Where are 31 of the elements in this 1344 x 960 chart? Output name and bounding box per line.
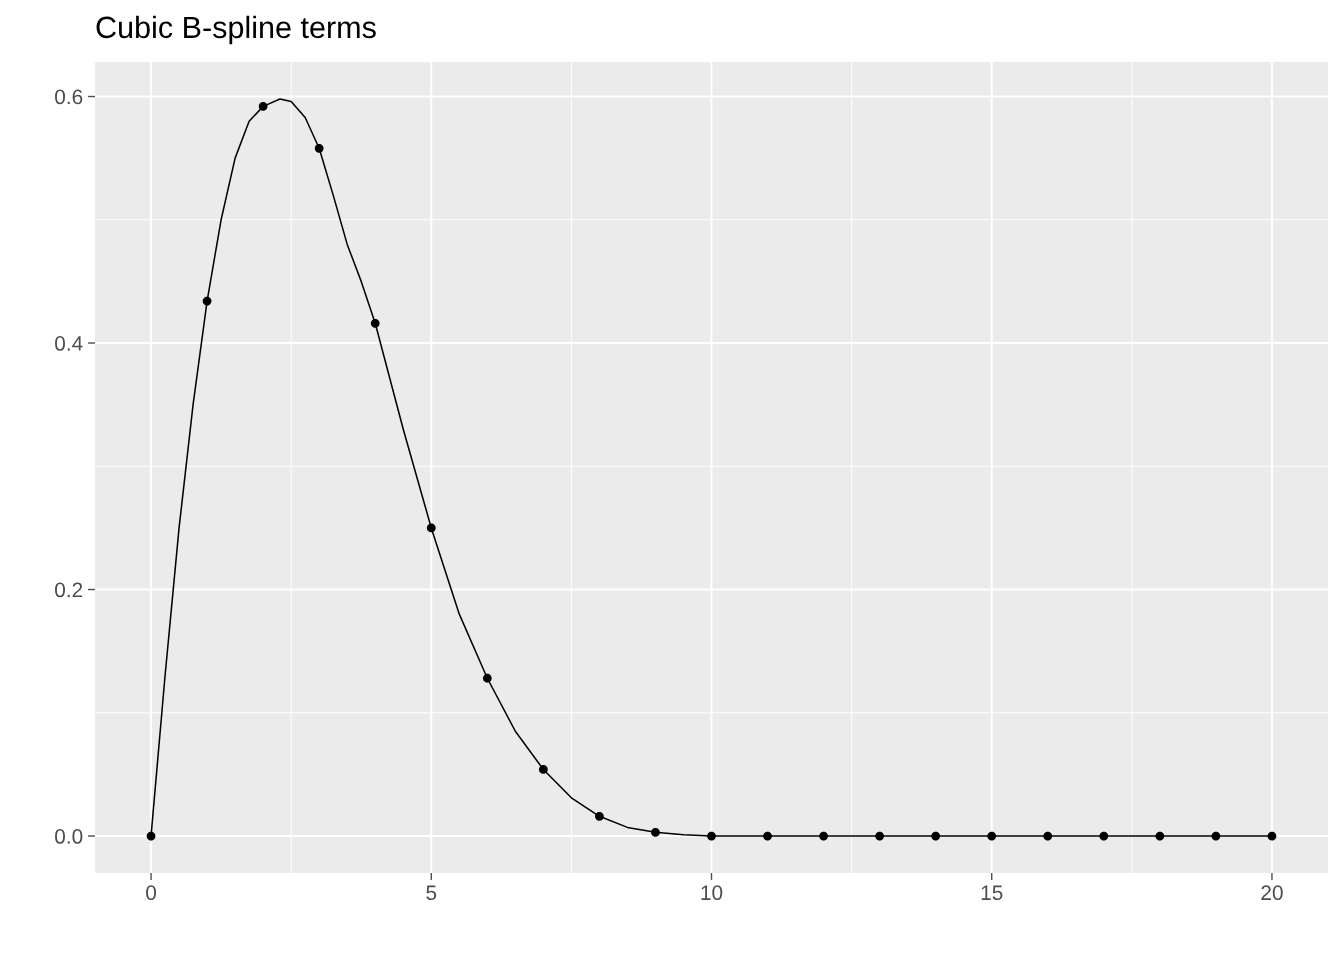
point bbox=[875, 831, 885, 841]
point bbox=[314, 143, 324, 153]
point bbox=[1043, 831, 1053, 841]
point bbox=[651, 827, 660, 837]
x-tick-label: 5 bbox=[426, 885, 437, 901]
point bbox=[763, 831, 772, 841]
point bbox=[538, 765, 548, 774]
point bbox=[258, 101, 268, 111]
point bbox=[707, 831, 716, 841]
point bbox=[987, 831, 997, 841]
point bbox=[482, 673, 492, 683]
point bbox=[595, 811, 604, 821]
point bbox=[1211, 831, 1221, 841]
x-tick-label: 20 bbox=[1261, 885, 1283, 901]
y-tick-label: 0.6 bbox=[55, 89, 83, 105]
point bbox=[1099, 831, 1109, 841]
point bbox=[931, 831, 941, 841]
y-tick-label: 0.4 bbox=[55, 336, 83, 351]
point bbox=[426, 523, 436, 533]
point bbox=[819, 831, 828, 841]
x-tick-label: 0 bbox=[146, 885, 157, 901]
x-tick-label: 10 bbox=[701, 885, 723, 901]
point bbox=[202, 296, 212, 306]
point bbox=[370, 318, 380, 328]
point bbox=[1155, 831, 1165, 841]
point bbox=[1267, 831, 1277, 841]
y-tick-label: 0.0 bbox=[55, 829, 83, 844]
y-tick-label: 0.2 bbox=[55, 582, 83, 598]
x-tick-label: 15 bbox=[981, 885, 1003, 901]
point bbox=[146, 831, 156, 841]
chart-title: Cubic B-spline terms bbox=[96, 15, 376, 45]
